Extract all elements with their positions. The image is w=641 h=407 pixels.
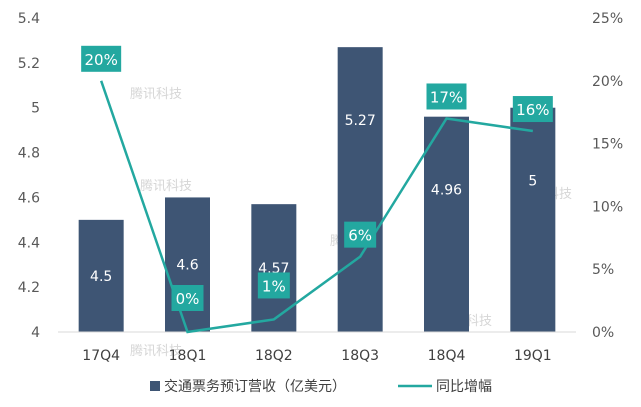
legend-bar-swatch bbox=[150, 381, 160, 391]
bar-value-labels: 4.54.6 4.575.274.965 bbox=[90, 113, 537, 285]
legend: 交通票务预订营收（亿美元） 同比增幅 bbox=[150, 378, 492, 395]
right-y-tick-label: 20% bbox=[592, 74, 623, 90]
growth-label: 16% bbox=[516, 101, 549, 119]
growth-label: 20% bbox=[84, 51, 117, 69]
bar-value-label: 4.96 bbox=[431, 183, 462, 199]
growth-label: 1% bbox=[262, 277, 286, 295]
left-y-tick-label: 4.8 bbox=[18, 146, 40, 162]
growth-label: 6% bbox=[348, 227, 372, 245]
watermark-text: 腾讯科技 bbox=[130, 86, 182, 102]
x-axis-labels: 17Q4 18Q1 18Q2 18Q3 18Q4 19Q1 bbox=[82, 348, 551, 364]
x-tick-label: 17Q4 bbox=[82, 348, 120, 364]
growth-label: 17% bbox=[430, 88, 463, 106]
right-y-tick-label: 10% bbox=[592, 199, 623, 215]
left-y-axis: 4 4.2 4.4 4.6 4.8 5 5.2 5.4 bbox=[18, 11, 40, 341]
x-tick-label: 18Q1 bbox=[169, 348, 207, 364]
bar-value-label: 5 bbox=[528, 174, 537, 190]
left-y-tick-label: 4.4 bbox=[18, 235, 40, 251]
left-y-tick-label: 5 bbox=[31, 101, 40, 117]
growth-label-box bbox=[512, 96, 553, 123]
growth-value-labels: 20% 0% 1% 6% 17% 16% bbox=[81, 45, 553, 311]
bar-18Q4 bbox=[424, 116, 469, 332]
x-tick-label: 19Q1 bbox=[514, 348, 552, 364]
legend-bar-label: 交通票务预订营收（亿美元） bbox=[164, 378, 346, 395]
watermark-text: 腾讯科技 bbox=[140, 178, 192, 194]
bar-17Q4 bbox=[78, 219, 124, 332]
x-tick-label: 18Q4 bbox=[428, 348, 466, 364]
bar-18Q3 bbox=[337, 47, 383, 333]
right-y-tick-label: 0% bbox=[592, 325, 614, 341]
growth-label-box bbox=[426, 83, 467, 110]
right-y-tick-label: 25% bbox=[592, 11, 623, 27]
bar-18Q2 bbox=[251, 204, 297, 332]
right-y-tick-label: 5% bbox=[592, 262, 614, 278]
left-y-tick-label: 4.2 bbox=[18, 280, 40, 296]
left-y-tick-label: 5.4 bbox=[18, 11, 40, 27]
growth-label-box bbox=[81, 45, 122, 72]
growth-label-box bbox=[171, 285, 204, 311]
growth-label-box bbox=[257, 272, 290, 299]
left-y-tick-label: 5.2 bbox=[18, 56, 40, 72]
bar-19Q1 bbox=[510, 107, 556, 332]
left-y-tick-label: 4.6 bbox=[18, 190, 40, 206]
right-y-axis: 0% 5% 10% 15% 20% 25% bbox=[592, 11, 623, 341]
growth-label-box bbox=[344, 221, 377, 248]
left-y-tick-label: 4 bbox=[31, 325, 40, 341]
right-y-tick-label: 15% bbox=[592, 137, 623, 153]
watermark-text: 腾讯科技 bbox=[130, 343, 182, 359]
x-tick-label: 18Q2 bbox=[255, 348, 293, 364]
bar-value-label: 4.6 bbox=[176, 258, 198, 274]
legend-line-label: 同比增幅 bbox=[436, 379, 492, 395]
bar-value-label: 5.27 bbox=[345, 113, 376, 129]
bar-value-label: 4.5 bbox=[90, 269, 112, 285]
x-tick-label: 18Q3 bbox=[341, 348, 379, 364]
growth-label: 0% bbox=[176, 290, 200, 308]
